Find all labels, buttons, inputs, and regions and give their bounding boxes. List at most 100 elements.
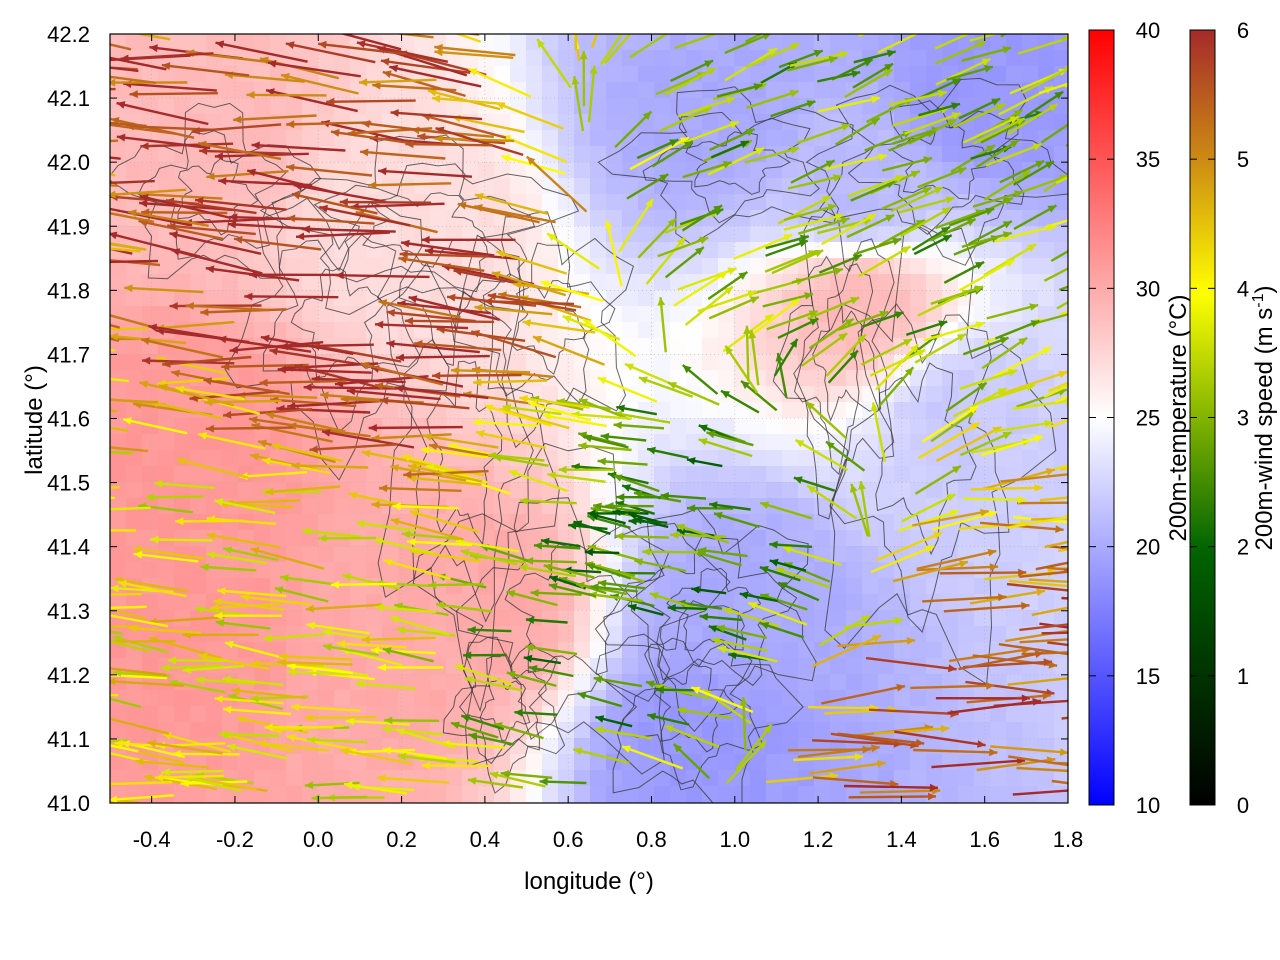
wind-arrow — [110, 184, 119, 187]
temperature-cell — [990, 210, 1007, 227]
temperature-cell — [158, 162, 175, 179]
temperature-cell — [350, 594, 367, 611]
temperature-cell — [926, 66, 943, 83]
temperature-cell — [574, 258, 591, 275]
wind-arrow — [821, 683, 906, 705]
wind-arrow — [340, 34, 402, 51]
temperature-cell — [126, 690, 143, 707]
temperature-cell — [446, 802, 463, 803]
temperature-cell — [302, 242, 319, 259]
wind-arrow — [523, 654, 561, 665]
wind-arrow — [916, 548, 997, 570]
wind-arrow — [827, 349, 859, 384]
temperature-cell — [878, 562, 895, 579]
temperature-cell — [558, 610, 575, 627]
temperature-cell — [590, 738, 607, 755]
wind-arrow — [460, 548, 518, 566]
wind-arrow — [223, 408, 312, 419]
temperature-cell — [1022, 306, 1039, 323]
temperature-cell — [350, 322, 367, 339]
temperature-cell — [590, 786, 607, 803]
temperature-cell — [542, 690, 559, 707]
temperature-cell — [366, 546, 383, 563]
temperature-cell — [110, 50, 127, 67]
y-tick-label: 42.2 — [47, 22, 90, 47]
temperature-cell — [526, 178, 543, 195]
temperature-cell — [750, 434, 767, 451]
temperature-cell — [462, 146, 479, 163]
temperature-cell — [878, 386, 895, 403]
temperature-cell — [878, 578, 895, 595]
temperature-cell — [686, 418, 703, 435]
temperature-cell — [222, 482, 239, 499]
temperature-cell — [830, 690, 847, 707]
wind-arrow — [370, 646, 436, 655]
temperature-cell — [494, 802, 511, 803]
temperature-cell — [830, 386, 847, 403]
temperature-cell — [190, 530, 207, 547]
wind-arrow — [295, 231, 390, 241]
temperature-cell — [814, 146, 831, 163]
temperature-cell — [894, 418, 911, 435]
temperature-cell — [894, 386, 911, 403]
temperature-cell — [158, 642, 175, 659]
wind-arrow — [222, 675, 284, 687]
wind-arrow — [782, 545, 842, 567]
temperature-cell — [654, 178, 671, 195]
temperature-cell — [590, 178, 607, 195]
temperature-cell — [670, 658, 687, 675]
wind-arrow — [777, 581, 820, 602]
temperature-cell — [446, 226, 463, 243]
wind-arrow — [360, 361, 444, 386]
temperature-cell — [702, 514, 719, 531]
temperature-cell — [990, 50, 1007, 67]
temperature-cell — [110, 770, 127, 787]
temperature-cell — [574, 626, 591, 643]
wind-arrow — [1056, 300, 1068, 310]
temperature-cell — [750, 754, 767, 771]
wind-arrow — [637, 217, 677, 259]
temperature-cell — [590, 130, 607, 147]
wind-arrow — [420, 446, 489, 459]
temperature-cell — [766, 82, 783, 99]
temperature-cell — [126, 290, 143, 307]
wind-arrow — [917, 421, 981, 460]
wind-arrow — [286, 120, 372, 129]
temperature-cell — [222, 418, 239, 435]
temperature-cell — [830, 34, 847, 51]
temperature-cell — [190, 450, 207, 467]
temperature-cell — [1038, 434, 1055, 451]
wind-arrow — [959, 369, 1018, 390]
wind-arrow — [355, 680, 417, 690]
wind-arrow — [129, 90, 218, 99]
wind-arrow — [986, 303, 1039, 320]
temperature-cell — [478, 178, 495, 195]
temperature-cell — [110, 386, 127, 403]
wind-arrow — [972, 117, 1026, 145]
temperature-cell — [670, 418, 687, 435]
wind-arrow — [301, 527, 362, 538]
temperature-cell — [302, 34, 319, 51]
temperature-cell — [334, 514, 351, 531]
wind-arrow — [473, 378, 548, 387]
temperature-cell — [718, 130, 735, 147]
wind-arrow — [870, 402, 887, 462]
wind-arrow — [994, 224, 1057, 243]
temperature-cell — [686, 338, 703, 355]
temperature-cell — [1022, 66, 1039, 83]
temperature-cell — [846, 546, 863, 563]
temperature-cell — [750, 450, 767, 467]
y-tick-label: 42.1 — [47, 86, 90, 111]
temperature-cell — [782, 642, 799, 659]
wind-arrow — [1054, 394, 1068, 404]
wind-arrow — [110, 43, 132, 51]
wind-arrow — [664, 724, 720, 749]
temperature-cell — [526, 194, 543, 211]
temperature-cell — [990, 290, 1007, 307]
temperature-cell — [638, 530, 655, 547]
temperature-cell — [606, 114, 623, 131]
temperature-cell — [638, 66, 655, 83]
temperature-cell — [974, 786, 991, 803]
temperature-cell — [542, 546, 559, 563]
wind-arrow — [877, 34, 919, 54]
